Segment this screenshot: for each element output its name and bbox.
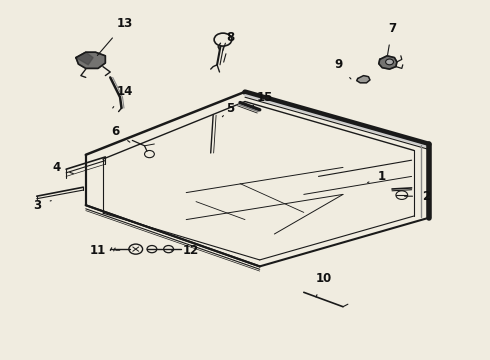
Circle shape bbox=[386, 59, 393, 65]
Text: 7: 7 bbox=[388, 22, 396, 55]
Text: 2: 2 bbox=[405, 190, 430, 203]
Text: 6: 6 bbox=[111, 125, 130, 142]
Text: 13: 13 bbox=[98, 17, 133, 55]
Polygon shape bbox=[379, 56, 397, 69]
Text: 14: 14 bbox=[113, 85, 133, 108]
Text: 11: 11 bbox=[90, 244, 120, 257]
Text: 10: 10 bbox=[315, 273, 332, 297]
Text: 4: 4 bbox=[52, 161, 74, 174]
Polygon shape bbox=[76, 52, 93, 65]
Text: 9: 9 bbox=[334, 58, 351, 79]
Text: 12: 12 bbox=[172, 244, 199, 257]
Text: 1: 1 bbox=[368, 170, 386, 183]
Polygon shape bbox=[76, 52, 105, 68]
Text: 5: 5 bbox=[222, 102, 234, 117]
Polygon shape bbox=[357, 76, 370, 83]
Text: 8: 8 bbox=[223, 31, 234, 62]
Text: 3: 3 bbox=[33, 199, 51, 212]
Text: 15: 15 bbox=[252, 91, 273, 106]
